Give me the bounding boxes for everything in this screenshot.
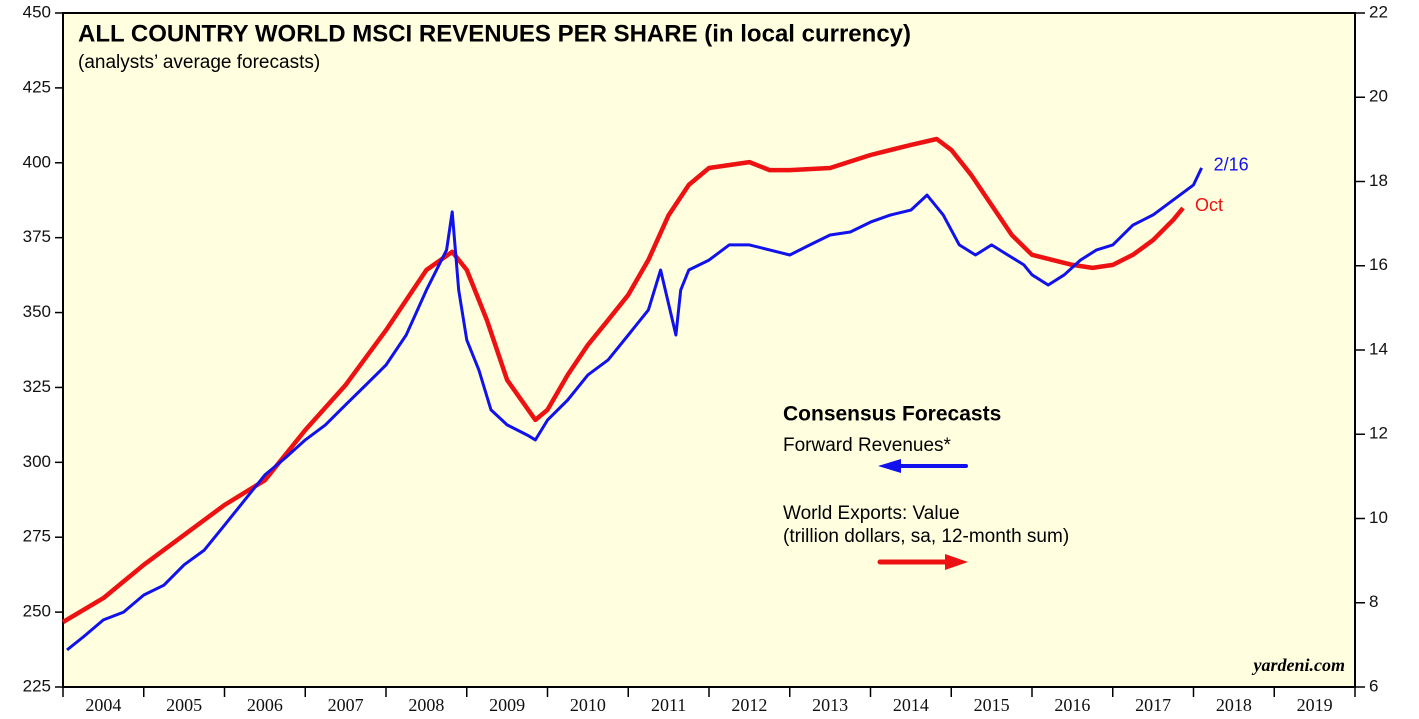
y2-tick-label: 18 [1369, 171, 1388, 190]
y-tick-label: 350 [23, 302, 51, 321]
x-tick-label: 2015 [974, 695, 1010, 715]
x-tick-label: 2013 [812, 695, 848, 715]
chart-title: ALL COUNTRY WORLD MSCI REVENUES PER SHAR… [78, 20, 911, 47]
y-tick-label: 225 [23, 676, 51, 695]
legend-title: Consensus Forecasts [783, 403, 1001, 426]
y2-tick-label: 14 [1369, 339, 1388, 358]
source: yardeni.com [1252, 655, 1346, 675]
legend-arrow [878, 459, 901, 473]
y-tick-label: 425 [23, 77, 51, 96]
x-tick-label: 2004 [85, 695, 121, 715]
y-tick-label: 325 [23, 377, 51, 396]
y-tick-label: 375 [23, 227, 51, 246]
plot-area [62, 12, 1356, 688]
legend-label: World Exports: Value [783, 503, 960, 524]
x-tick-label: 2010 [570, 695, 606, 715]
x-tick-label: 2008 [408, 695, 444, 715]
end-label: 2/16 [1214, 155, 1249, 175]
series-line [61, 136, 1185, 625]
y-tick-label: 300 [23, 452, 51, 471]
y2-tick-label: 22 [1369, 2, 1388, 21]
x-tick-label: 2014 [893, 695, 929, 715]
y2-tick-label: 12 [1369, 424, 1388, 443]
x-tick-label: 2016 [1054, 695, 1090, 715]
y2-tick-label: 10 [1369, 508, 1388, 527]
x-tick-label: 2007 [328, 695, 364, 715]
legend-sublabel: (trillion dollars, sa, 12-month sum) [783, 526, 1069, 547]
x-tick-label: 2018 [1216, 695, 1252, 715]
end-label: Oct [1195, 195, 1223, 215]
y-tick-label: 400 [23, 152, 51, 171]
y-tick-label: 275 [23, 527, 51, 546]
x-tick-label: 2019 [1297, 695, 1333, 715]
series-line [66, 167, 1203, 652]
y2-tick-label: 6 [1369, 676, 1378, 695]
y-tick-label: 450 [23, 2, 51, 21]
chart-subtitle: (analysts’ average forecasts) [78, 52, 320, 73]
x-tick-label: 2009 [489, 695, 525, 715]
y2-tick-label: 8 [1369, 592, 1378, 611]
y-tick-label: 250 [23, 602, 51, 621]
x-tick-label: 2017 [1135, 695, 1171, 715]
x-tick-label: 2006 [247, 695, 283, 715]
x-tick-label: 2012 [731, 695, 767, 715]
y2-tick-label: 16 [1369, 255, 1388, 274]
y2-tick-label: 20 [1369, 87, 1388, 106]
legend-label: Forward Revenues* [783, 435, 952, 456]
x-tick-label: 2005 [166, 695, 202, 715]
x-tick-label: 2011 [651, 695, 686, 715]
legend-arrow [945, 554, 968, 570]
